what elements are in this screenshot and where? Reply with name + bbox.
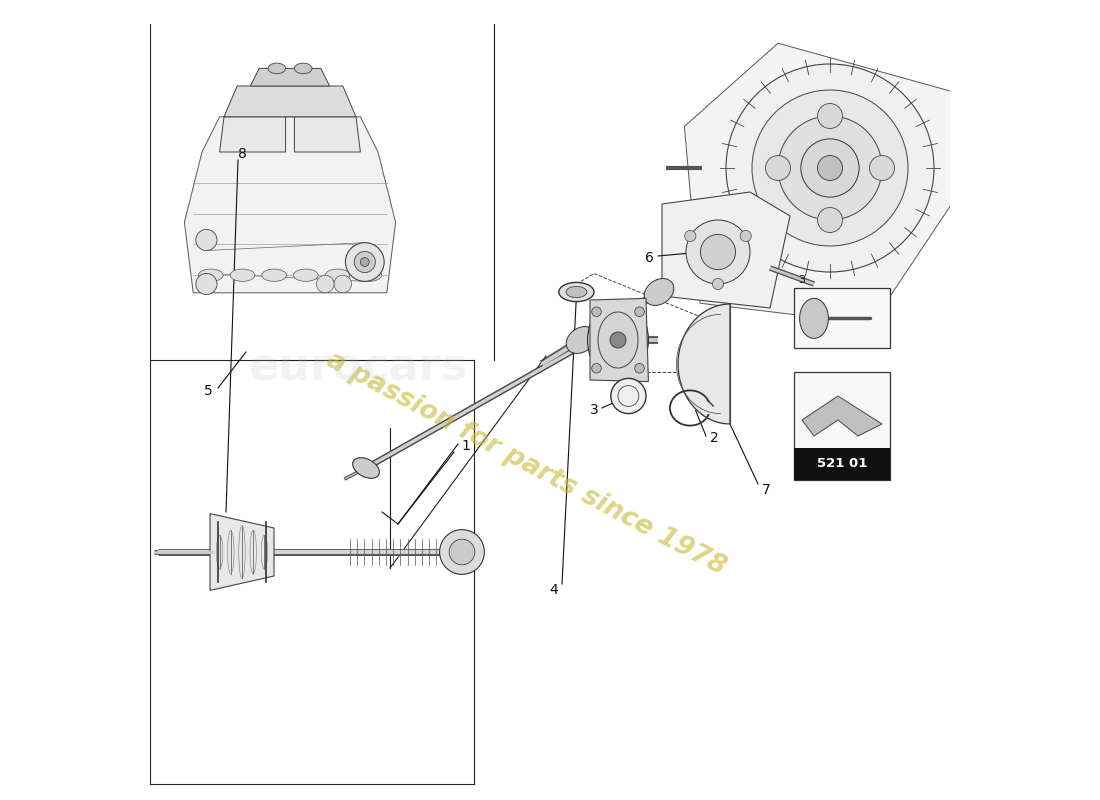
- Ellipse shape: [817, 155, 843, 181]
- Ellipse shape: [230, 269, 255, 282]
- Polygon shape: [295, 117, 361, 152]
- Ellipse shape: [740, 230, 751, 242]
- Ellipse shape: [598, 312, 638, 368]
- Text: 1: 1: [462, 438, 471, 453]
- Ellipse shape: [566, 326, 596, 354]
- Ellipse shape: [752, 90, 908, 246]
- Ellipse shape: [354, 251, 375, 273]
- Ellipse shape: [295, 63, 312, 74]
- Ellipse shape: [817, 207, 843, 233]
- Ellipse shape: [605, 302, 635, 330]
- Polygon shape: [220, 117, 286, 152]
- Ellipse shape: [440, 530, 484, 574]
- Polygon shape: [802, 396, 882, 436]
- Text: 4: 4: [550, 583, 559, 598]
- Polygon shape: [224, 86, 356, 117]
- Text: 2: 2: [710, 431, 718, 446]
- Text: eurocars: eurocars: [249, 346, 468, 390]
- Polygon shape: [210, 514, 274, 590]
- Bar: [794, 448, 890, 480]
- Ellipse shape: [701, 234, 736, 270]
- Ellipse shape: [726, 64, 934, 272]
- Ellipse shape: [262, 269, 286, 282]
- Ellipse shape: [610, 332, 626, 348]
- Polygon shape: [678, 304, 730, 424]
- Text: 3: 3: [590, 402, 598, 417]
- Ellipse shape: [684, 230, 696, 242]
- Ellipse shape: [645, 278, 674, 306]
- Ellipse shape: [345, 242, 384, 282]
- Ellipse shape: [294, 269, 318, 282]
- Ellipse shape: [356, 269, 382, 282]
- Text: 5: 5: [204, 384, 212, 398]
- Ellipse shape: [566, 286, 586, 298]
- Ellipse shape: [801, 139, 859, 197]
- Ellipse shape: [869, 155, 894, 181]
- Ellipse shape: [592, 307, 602, 317]
- Ellipse shape: [800, 298, 828, 338]
- Ellipse shape: [635, 307, 645, 317]
- Ellipse shape: [268, 63, 286, 74]
- Text: 7: 7: [761, 482, 770, 497]
- Polygon shape: [251, 68, 330, 86]
- Text: 8: 8: [239, 146, 248, 161]
- Ellipse shape: [326, 269, 350, 282]
- Polygon shape: [662, 192, 790, 308]
- Ellipse shape: [778, 116, 882, 220]
- Ellipse shape: [559, 282, 594, 302]
- Text: 6: 6: [645, 250, 653, 265]
- Ellipse shape: [817, 103, 843, 129]
- Ellipse shape: [196, 230, 217, 250]
- Bar: [794, 372, 890, 480]
- Ellipse shape: [334, 275, 352, 293]
- Ellipse shape: [587, 300, 648, 380]
- Ellipse shape: [449, 539, 475, 565]
- Ellipse shape: [196, 274, 217, 294]
- Bar: [794, 288, 890, 348]
- Ellipse shape: [635, 363, 645, 373]
- Ellipse shape: [317, 275, 334, 293]
- Polygon shape: [590, 298, 648, 382]
- Ellipse shape: [353, 458, 380, 478]
- Ellipse shape: [198, 269, 223, 282]
- Text: a passion for parts since 1978: a passion for parts since 1978: [322, 347, 730, 581]
- Text: 521 01: 521 01: [817, 458, 867, 470]
- Ellipse shape: [713, 278, 724, 290]
- Ellipse shape: [361, 258, 370, 266]
- Ellipse shape: [766, 155, 791, 181]
- Ellipse shape: [592, 363, 602, 373]
- Polygon shape: [684, 43, 965, 324]
- Ellipse shape: [610, 378, 646, 414]
- Ellipse shape: [686, 220, 750, 284]
- Polygon shape: [185, 117, 396, 293]
- Text: 3: 3: [799, 275, 805, 285]
